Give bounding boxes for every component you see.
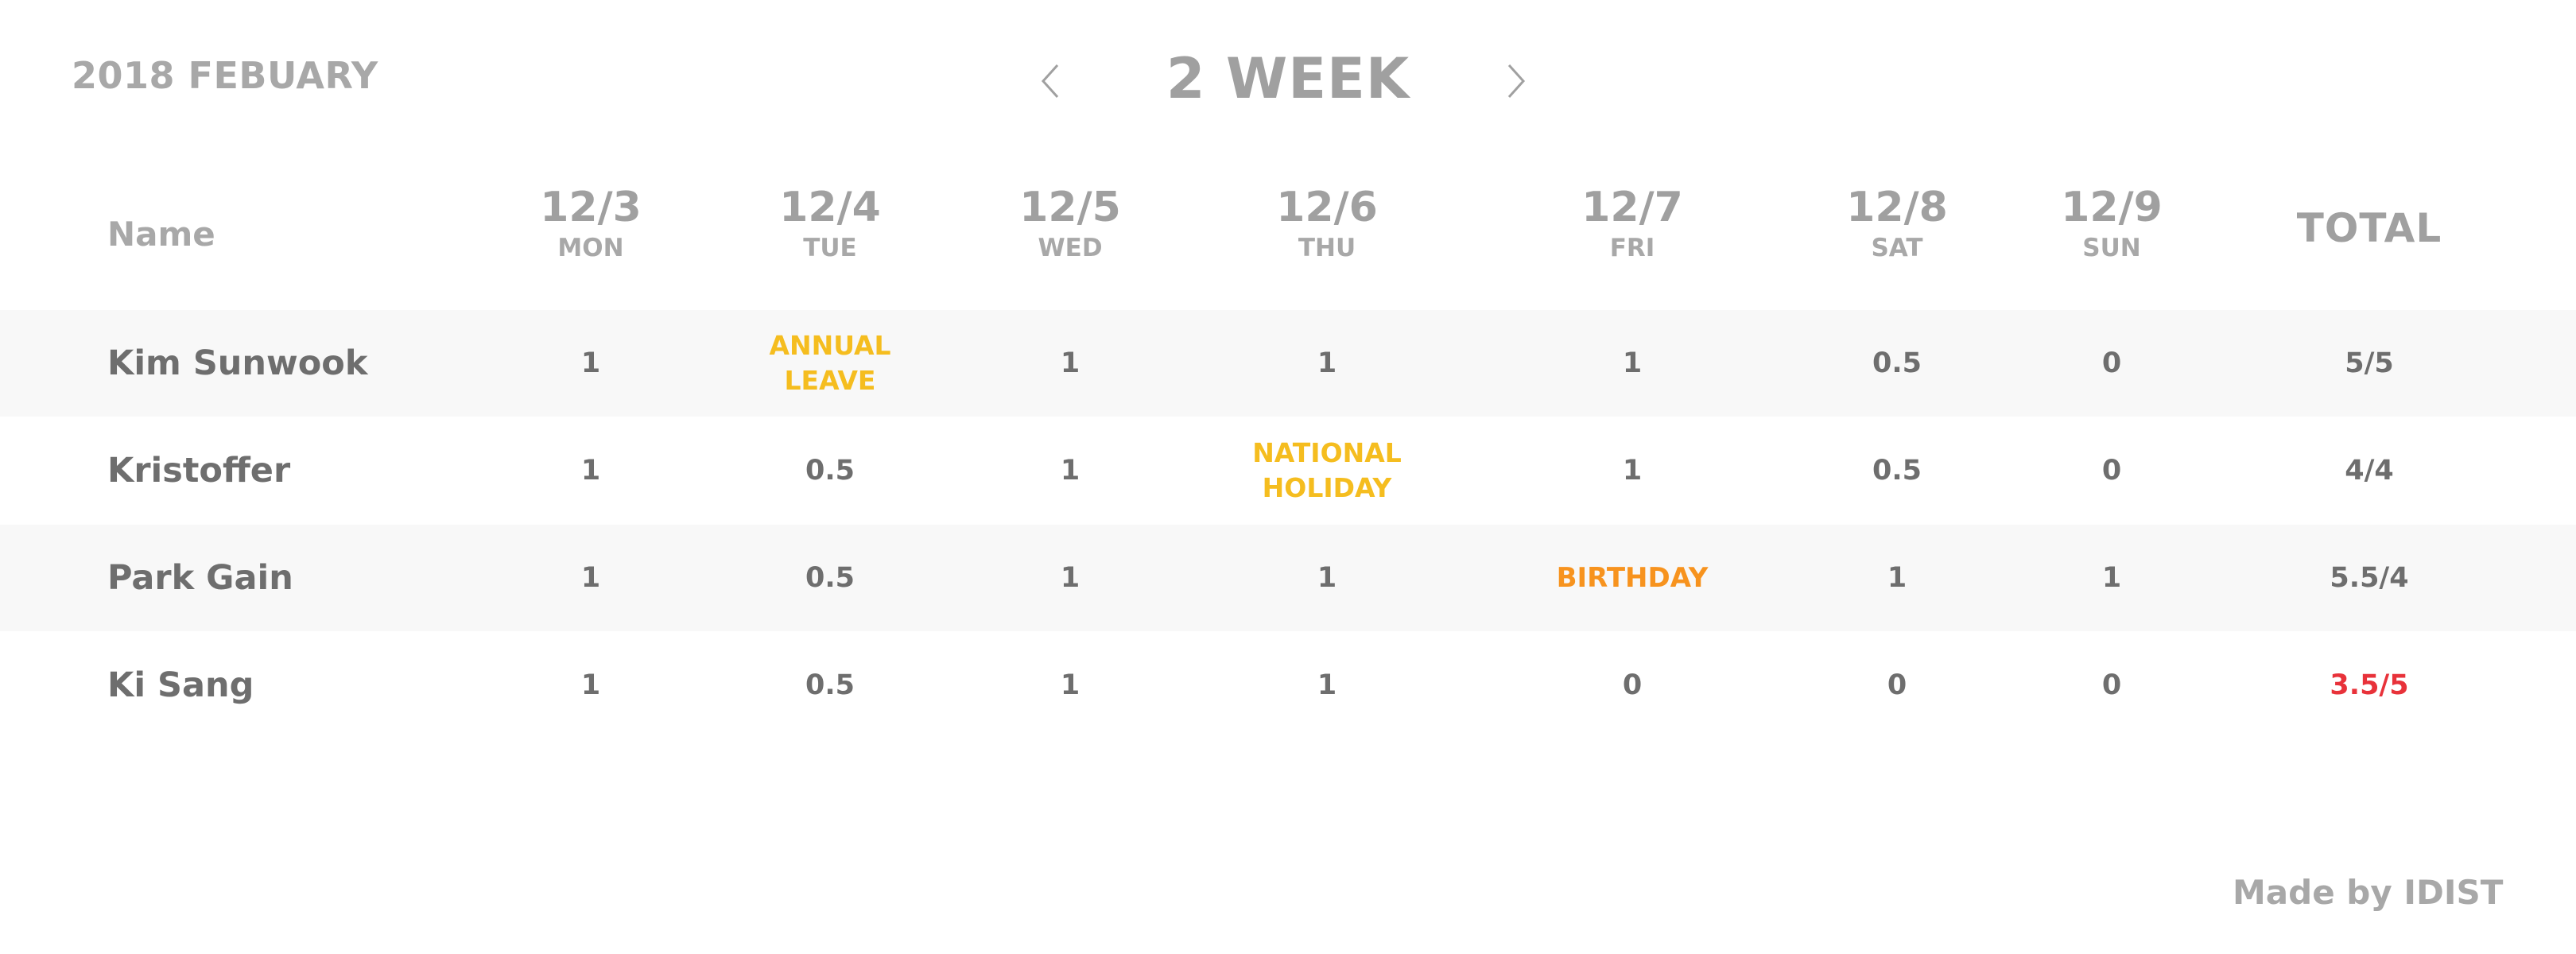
row-total: 3.5/5 [2330, 669, 2409, 701]
day-value: 1 [1317, 562, 1337, 594]
table-row[interactable]: Ki Sang 1 0.5 1 1 0 0 0 3.5/5 [0, 632, 2576, 739]
table-header: Name 12/3 MON 12/4 TUE 12/5 WED 12/6 THU 12/7 FRI… [0, 183, 2576, 286]
day-value: 1 [1060, 669, 1080, 701]
day-header-date: 12/3 [540, 184, 642, 231]
total-column-header: TOTAL [2296, 205, 2442, 251]
day-header-weekday: THU [1298, 234, 1356, 262]
day-value: 1 [1317, 347, 1337, 379]
row-total: 5/5 [2345, 347, 2394, 379]
day-header: 12/3 MON [540, 183, 642, 264]
day-header-date: 12/8 [1846, 184, 1948, 231]
day-value: 0 [1622, 669, 1643, 701]
day-value: 0.5 [805, 669, 855, 701]
day-header-date: 12/9 [2061, 184, 2163, 231]
day-header-weekday: SAT [1871, 234, 1923, 262]
day-value: 1 [1060, 347, 1080, 379]
day-value: 0.5 [1872, 455, 1922, 487]
day-header-date: 12/6 [1276, 184, 1378, 231]
day-header: 12/7 FRI [1581, 183, 1683, 264]
day-note: BIRTHDAY [1556, 562, 1709, 594]
day-note: ANNUAL LEAVE [769, 330, 891, 396]
day-header: 12/4 TUE [779, 183, 881, 264]
day-value: 0 [1887, 669, 1907, 701]
day-header-date: 12/5 [1019, 184, 1121, 231]
day-value: 1 [1060, 455, 1080, 487]
table-row[interactable]: Kim Sunwook 1 ANNUAL LEAVE 1 1 1 0.5 0 5/5 [0, 310, 2576, 417]
row-total: 4/4 [2345, 455, 2394, 487]
employee-name: Ki Sang [107, 665, 254, 705]
chevron-right-icon[interactable] [1492, 57, 1539, 105]
day-header-weekday: TUE [803, 234, 857, 262]
day-value: 1 [580, 669, 601, 701]
day-value: 0 [2101, 347, 2122, 379]
day-note: NATIONAL HOLIDAY [1252, 437, 1402, 503]
week-title: 2 WEEK [1166, 46, 1410, 111]
day-header-weekday: MON [557, 234, 624, 262]
employee-name: Kristoffer [107, 451, 291, 491]
day-value: 0.5 [805, 562, 855, 594]
month-label: 2018 FEBUARY [72, 54, 378, 97]
day-header: 12/5 WED [1019, 183, 1121, 264]
name-column-header: Name [107, 215, 215, 254]
day-value: 1 [1060, 562, 1080, 594]
day-header-date: 12/4 [779, 184, 881, 231]
employee-name: Park Gain [107, 558, 293, 598]
day-value: 0 [2101, 455, 2122, 487]
employee-name: Kim Sunwook [107, 343, 368, 383]
day-value: 1 [580, 455, 601, 487]
day-value: 1 [2101, 562, 2122, 594]
day-header-date: 12/7 [1581, 184, 1683, 231]
day-value: 1 [580, 347, 601, 379]
day-header: 12/8 SAT [1846, 183, 1948, 264]
day-header-weekday: WED [1038, 234, 1103, 262]
day-header-weekday: SUN [2082, 234, 2141, 262]
day-value: 1 [1622, 347, 1643, 379]
day-value: 1 [1887, 562, 1907, 594]
made-by-credit: Made by IDIST [2233, 873, 2504, 912]
day-value: 0 [2101, 669, 2122, 701]
day-value: 1 [1317, 669, 1337, 701]
table-row[interactable]: Kristoffer 1 0.5 1 NATIONAL HOLIDAY 1 0.5 0 4/4 [0, 417, 2576, 524]
table-row[interactable]: Park Gain 1 0.5 1 1 BIRTHDAY 1 1 5.5/4 [0, 525, 2576, 631]
day-value: 1 [580, 562, 601, 594]
day-value: 0.5 [1872, 347, 1922, 379]
row-total: 5.5/4 [2330, 562, 2409, 594]
day-header: 12/6 THU [1276, 183, 1378, 264]
day-value: 1 [1622, 455, 1643, 487]
chevron-left-icon[interactable] [1027, 57, 1075, 105]
week-navigation: 2 WEEK [0, 40, 2576, 127]
day-value: 0.5 [805, 455, 855, 487]
day-header-weekday: FRI [1609, 234, 1655, 262]
day-header: 12/9 SUN [2061, 183, 2163, 264]
